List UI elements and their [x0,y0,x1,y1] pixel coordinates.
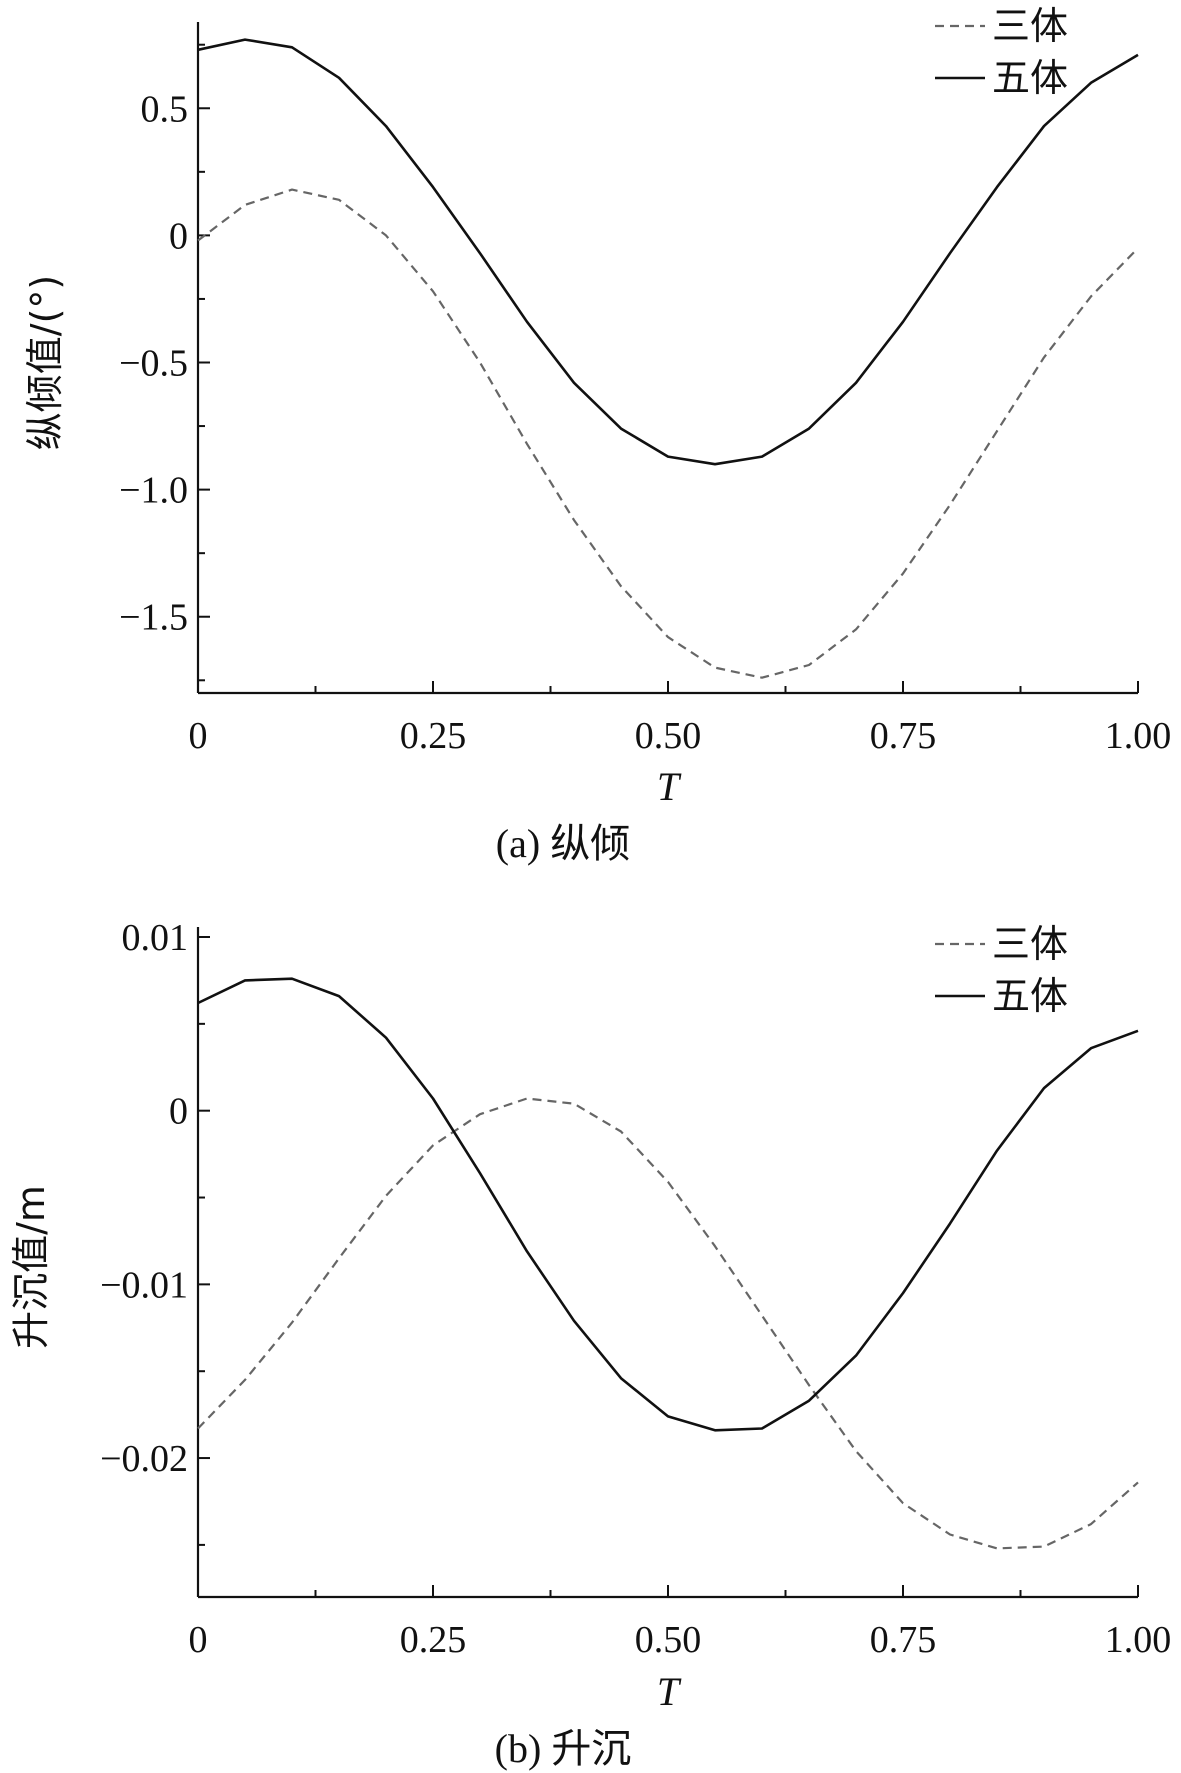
chart1-legend-label-1: 三体 [992,4,1068,48]
chart2-series-line-1 [197,1097,1139,1550]
chart1-y-tick-label: 0.5 [141,88,189,130]
chart2-x-tick-label: 0.50 [635,1619,702,1661]
chart1-series-line-2 [197,38,1139,466]
chart2-y-tick-label: −0.01 [100,1264,188,1306]
chart1-legend-label-2: 五体 [992,56,1068,100]
chart2-y-tick-label: 0.01 [122,917,189,959]
chart2-x-tick-label: 1.00 [1105,1619,1172,1661]
chart2-caption: (b) 升沉 [495,1726,632,1771]
chart1-y-tick-label: −0.5 [119,343,188,385]
chart1-y-tick-label: −1.5 [119,597,188,639]
chart2-y-tick-label: −0.02 [100,1438,188,1480]
chart1-x-tick-label: 1.00 [1105,715,1172,757]
chart1-series-line-1 [197,188,1139,679]
chart2-y-tick-label: 0 [169,1091,188,1133]
chart1-caption: (a) 纵倾 [496,821,630,866]
chart1-y-tick-label: 0 [169,215,188,257]
chart1-x-tick-label: 0.75 [870,715,937,757]
chart2-legend-label-1: 三体 [992,922,1068,966]
chart1-x-tick-label: 0.50 [635,715,702,757]
chart2-y-axis-title: 升沉值/m [9,1185,53,1349]
chart2-x-tick-label: 0.75 [870,1619,937,1661]
chart2-x-tick-label: 0 [189,1619,208,1661]
chart2-x-tick-label: 0.25 [400,1619,467,1661]
chart1-x-tick-label: 0.25 [400,715,467,757]
chart1-y-tick-label: −1.0 [119,470,188,512]
chart1-x-tick-label: 0 [189,715,208,757]
chart2-series-line-2 [197,977,1139,1432]
chart1-x-axis-title: T [657,764,682,809]
chart1-y-axis-title: 纵倾值/(°) [23,275,67,450]
chart2-x-axis-title: T [657,1669,682,1714]
chart2-legend-label-2: 五体 [992,974,1068,1018]
